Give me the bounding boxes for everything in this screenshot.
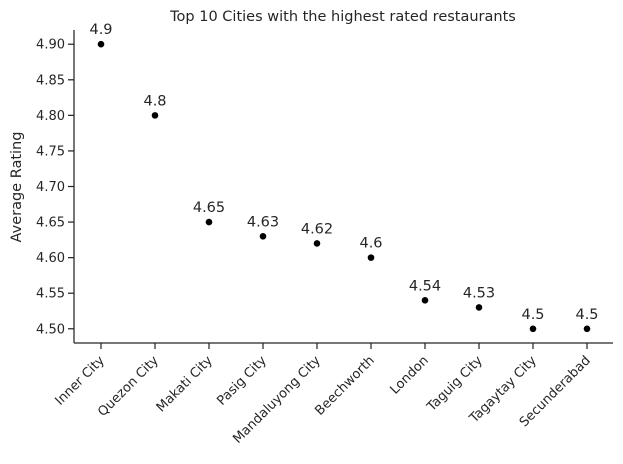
data-point [529,325,537,333]
x-tick-label: Pasig City [214,353,270,409]
data-label: 4.9 [89,22,112,38]
data-labels: 4.9 4.8 4.65 4.63 4.62 4.6 4.54 4.53 4.5 4.5 [89,22,598,323]
data-label: 4.6 [359,236,382,252]
x-tick-label: Inner City [52,353,108,409]
data-label: 4.5 [575,307,598,323]
data-point [583,325,591,333]
data-label: 4.5 [521,307,544,323]
data-label: 4.53 [463,285,495,301]
y-tick-label: 4.50 [36,322,65,337]
y-axis-label: Average Rating [9,132,25,243]
data-label: 4.62 [301,221,333,237]
y-tick-label: 4.80 [36,109,65,124]
y-tick-label: 4.85 [36,73,65,88]
y-ticks: 4.50 4.55 4.60 4.65 4.70 4.75 4.80 4.85 4.90 [36,38,74,337]
data-point [367,254,375,261]
y-tick-label: 4.70 [36,180,65,195]
y-tick-label: 4.75 [36,144,65,159]
data-point [97,40,105,48]
data-label: 4.65 [193,200,225,216]
x-tick-label: Makati City [154,353,216,415]
y-tick-label: 4.65 [36,216,65,231]
x-tick-label: London [388,353,432,397]
y-tick-label: 4.60 [36,251,65,266]
y-tick-label: 4.90 [36,38,65,53]
data-points [97,40,591,333]
data-point [151,112,159,119]
data-label: 4.54 [409,278,441,294]
data-point [259,232,267,240]
y-tick-label: 4.55 [36,287,65,302]
data-label: 4.63 [247,214,279,230]
chart-title: Top 10 Cities with the highest rated res… [169,9,516,25]
data-point [205,218,213,226]
data-point [475,304,483,311]
data-label: 4.8 [143,93,166,109]
data-point [313,240,321,247]
data-point [421,297,429,304]
